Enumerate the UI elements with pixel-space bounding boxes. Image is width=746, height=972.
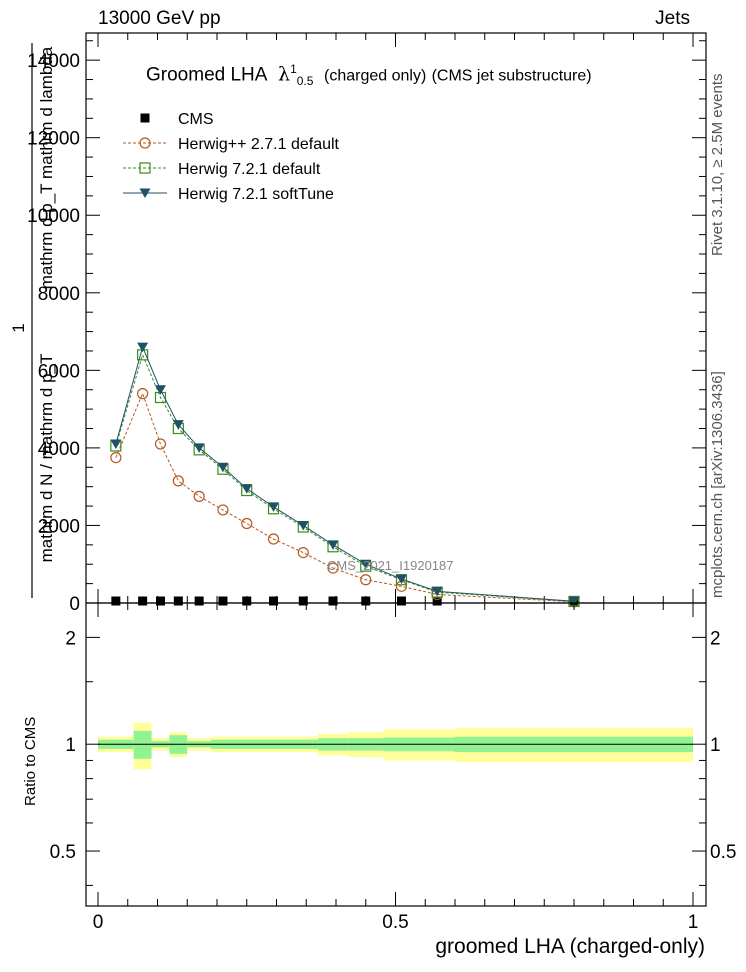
y-label-denominator: mathrm d p_T mathrm d lambda (37, 46, 56, 289)
data-point (193, 443, 205, 453)
main-y-tick-label: 8000 (38, 284, 80, 305)
data-point (193, 490, 205, 502)
ratio-y-tick-label-right: 1 (710, 735, 721, 756)
data-point (267, 533, 280, 545)
ratio-bands (98, 722, 693, 770)
data-point (297, 520, 309, 531)
legend-marker (139, 162, 151, 174)
data-point (360, 559, 372, 570)
data-point (217, 462, 229, 473)
ratio-y-tick-label-right: 0.5 (710, 842, 736, 863)
data-point (194, 596, 204, 606)
data-point (155, 596, 165, 606)
main-y-tick-label: 4000 (38, 439, 80, 460)
data-point (110, 439, 122, 450)
analysis-watermark: CMS_2021_I1920187 (327, 558, 454, 573)
chart-title: Groomed LHA λ10.5 (charged only) (CMS je… (146, 62, 592, 88)
process-label: Jets (655, 8, 690, 29)
rivet-version-text: Rivet 3.1.10, ≥ 2.5M events (709, 73, 726, 257)
data-point (269, 596, 279, 606)
main-y-tick-label: 6000 (38, 361, 80, 382)
series-line (115, 392, 575, 603)
main-y-ticks: 0 2000 4000 6000 8000 10000 12000 14000 (27, 40, 706, 615)
main-y-axis-label: 1 mathrm d N / mathrm d p_T mathrm d²N math… (0, 43, 56, 598)
legend-label: Herwig 7.2.1 default (178, 161, 321, 178)
data-point (218, 596, 228, 606)
data-point (327, 540, 339, 550)
x-tick-label: 1 (688, 912, 699, 933)
title-sub: 0.5 (296, 74, 314, 89)
data-point (297, 546, 309, 559)
data-point (361, 596, 371, 606)
legend-marker (140, 113, 150, 123)
series-line (115, 345, 575, 602)
main-y-label-group: 1 mathrm d N / mathrm d p_T mathrm d²N math… (0, 43, 56, 598)
data-point (360, 574, 372, 586)
mcplots-credit-text: mcplots.cern.ch [arXiv:1306.3436] (709, 371, 726, 598)
legend: CMS Herwig++ 2.7.1 default Herwig 7.2.1 de… (123, 111, 340, 203)
data-point (173, 596, 183, 606)
data-point (111, 596, 121, 606)
data-point (217, 504, 229, 516)
y-label-prefix-den: mathrm d N / mathrm d p_T (37, 354, 56, 563)
y-label-numerator: mathrm d²N (0, 123, 4, 213)
x-axis-label: groomed LHA (charged-only) (435, 935, 705, 958)
ratio-y-tick-label-right: 2 (710, 628, 721, 649)
x-tick-label: 0 (93, 912, 104, 933)
main-y-tick-label: 12000 (27, 129, 80, 150)
ratio-y-axis-label: Ratio to CMS (22, 716, 39, 806)
data-point (298, 596, 308, 606)
main-y-tick-label: 10000 (27, 206, 80, 227)
main-y-tick-label: 2000 (38, 516, 80, 537)
data-point (172, 475, 184, 487)
data-point (138, 596, 148, 606)
data-point (137, 342, 149, 353)
y-label-prefix-num: 1 (9, 323, 28, 332)
ratio-y-tick-label: 0.5 (50, 842, 76, 863)
ratio-inner-band (133, 730, 152, 759)
ratio-y-tick-label: 2 (65, 628, 76, 649)
legend-label: CMS (178, 111, 214, 128)
data-point (432, 596, 442, 606)
legend-label: Herwig++ 2.7.1 default (178, 136, 340, 153)
main-panel: 0 2000 4000 6000 8000 10000 12000 14000 (27, 32, 707, 615)
data-point (395, 574, 407, 584)
title-symbol: λ (278, 63, 291, 86)
ratio-x-ticks: 0 0.5 1 (93, 603, 699, 933)
title-suffix-small: (charged only) (324, 67, 427, 85)
data-point (137, 388, 149, 400)
data-point (431, 586, 443, 597)
main-y-tick-label: 14000 (27, 51, 80, 72)
ratio-panel: 0.5 0.51 12 2 0 0.5 1 (50, 602, 736, 933)
title-suffix: (CMS jet substructure) (431, 67, 592, 85)
ratio-y-ticks: 0.5 0.5 1 1 2 2 (50, 628, 736, 886)
data-point (241, 484, 253, 494)
legend-marker (139, 137, 151, 149)
data-point (242, 596, 252, 606)
energy-label: 13000 GeV pp (98, 8, 221, 29)
data-point (154, 385, 166, 395)
data-point (241, 517, 253, 530)
data-point (268, 502, 280, 512)
data-point (327, 562, 339, 574)
data-point (172, 420, 184, 430)
main-y-tick-label: 0 (69, 594, 80, 615)
data-point (328, 596, 338, 606)
ratio-y-tick-label: 1 (65, 735, 76, 756)
title-prefix: Groomed LHA (146, 64, 268, 86)
data-point (396, 596, 406, 606)
legend-label: Herwig 7.2.1 softTune (178, 186, 334, 203)
x-tick-label: 0.5 (382, 912, 408, 933)
data-point (110, 451, 122, 464)
data-point (568, 596, 580, 607)
main-series-group (110, 342, 580, 608)
data-point (154, 438, 167, 450)
legend-marker (139, 188, 151, 198)
title-sup: 1 (290, 62, 297, 76)
series-3 (110, 342, 580, 607)
